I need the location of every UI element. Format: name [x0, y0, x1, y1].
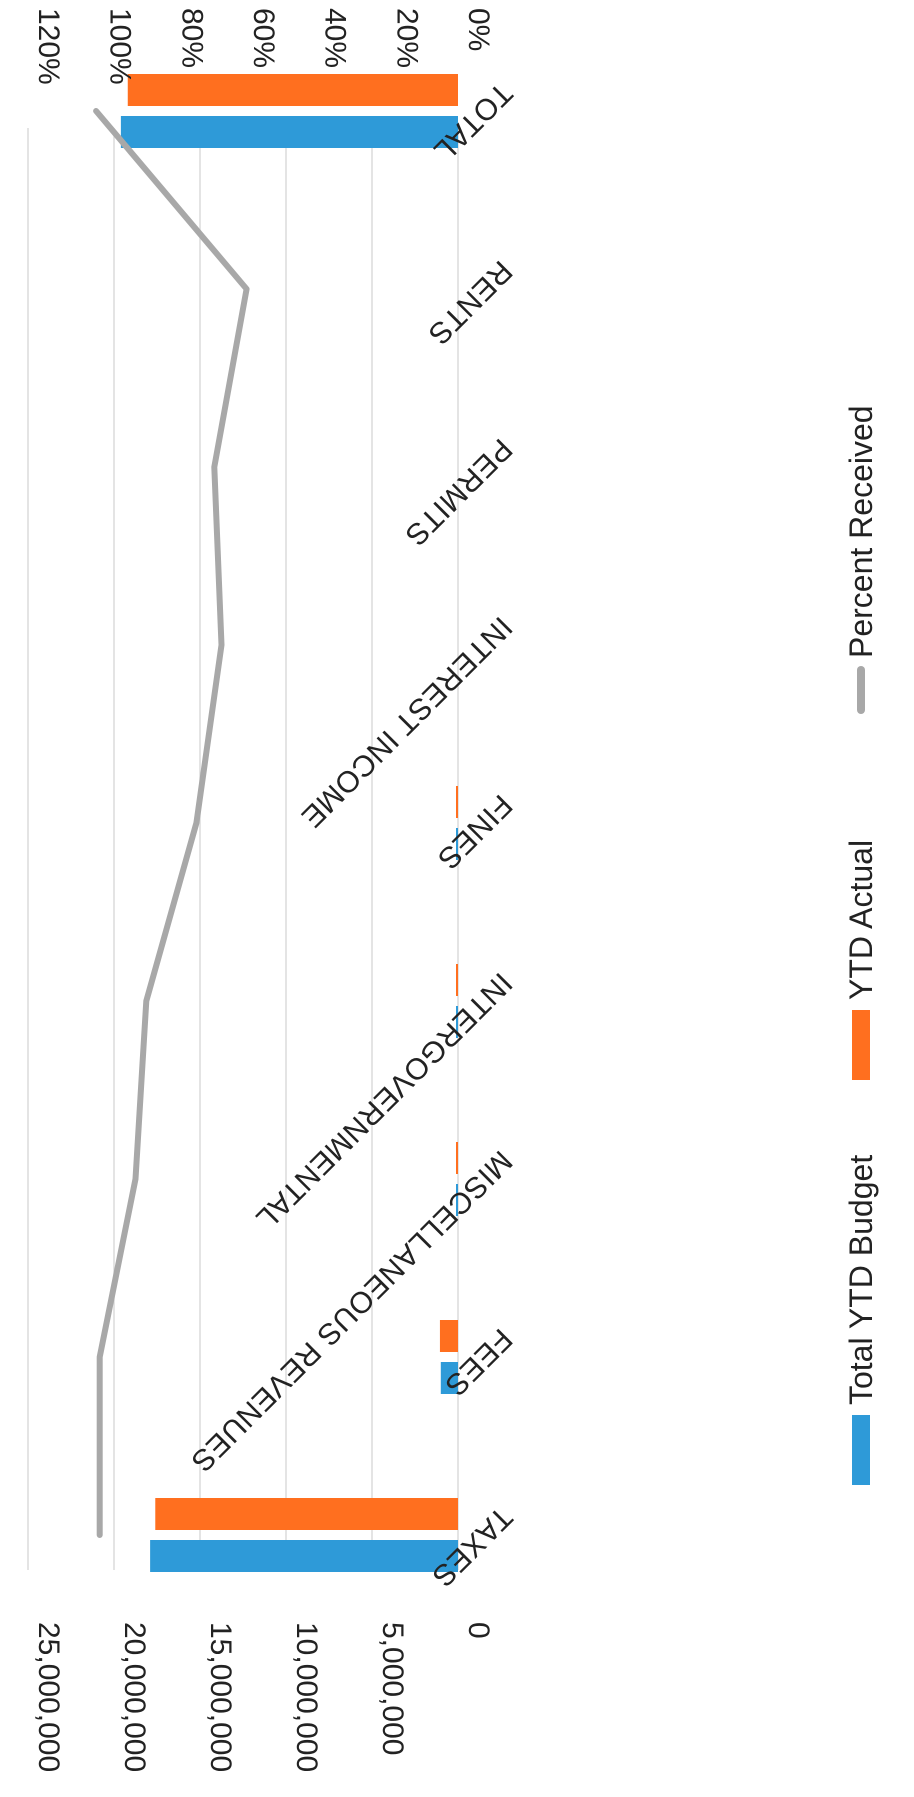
legend-label: YTD Actual	[843, 840, 879, 1000]
bar-total-ytd-budget	[456, 828, 458, 860]
gridlines	[27, 128, 459, 1570]
percent-received-line	[93, 108, 250, 1538]
primary-tick-label: 10,000,000	[290, 1622, 323, 1772]
secondary-tick-label: 100%	[104, 8, 137, 85]
bar-total-ytd-budget	[440, 1362, 458, 1394]
category-label: MISCELLANEOUS REVENUES	[184, 1144, 518, 1478]
bar-ytd-actual	[456, 1142, 458, 1174]
primary-tick-label: 0	[462, 1622, 495, 1639]
bar-ytd-actual	[127, 74, 458, 106]
secondary-tick-label: 0%	[462, 8, 495, 51]
bar-ytd-actual	[439, 1320, 458, 1352]
primary-tick-label: 25,000,000	[32, 1622, 65, 1772]
bar-total-ytd-budget	[456, 1184, 458, 1216]
legend-label: Total YTD Budget	[843, 1155, 879, 1405]
legend-label: Percent Received	[843, 405, 879, 658]
bar-ytd-actual	[155, 1498, 458, 1530]
secondary-tick-label: 40%	[319, 8, 352, 68]
primary-tick-label: 5,000,000	[376, 1622, 409, 1755]
legend: Total YTD Budget YTD Actual Percent Receiv…	[843, 405, 879, 1485]
percent-line	[93, 108, 250, 1538]
bar-ytd-actual	[456, 964, 458, 996]
bars	[120, 74, 458, 1572]
primary-tick-label: 15,000,000	[204, 1622, 237, 1772]
legend-swatch	[852, 1010, 870, 1080]
category-label: RENTS	[421, 254, 518, 351]
secondary-tick-label: 20%	[390, 8, 423, 68]
secondary-tick-label: 60%	[247, 8, 280, 68]
secondary-tick-label: 120%	[32, 8, 65, 85]
bar-total-ytd-budget	[120, 116, 458, 148]
category-label: FINES	[431, 788, 519, 876]
axis-ticks: 0 5,000,000 10,000,000 15,000,000 20,000,000…	[32, 8, 495, 1772]
secondary-tick-label: 80%	[175, 8, 208, 68]
bar-total-ytd-budget	[456, 1006, 458, 1038]
primary-tick-label: 20,000,000	[118, 1622, 151, 1772]
bar-ytd-actual	[456, 786, 458, 818]
bar-total-ytd-budget	[150, 1540, 458, 1572]
legend-swatch	[852, 1415, 870, 1485]
